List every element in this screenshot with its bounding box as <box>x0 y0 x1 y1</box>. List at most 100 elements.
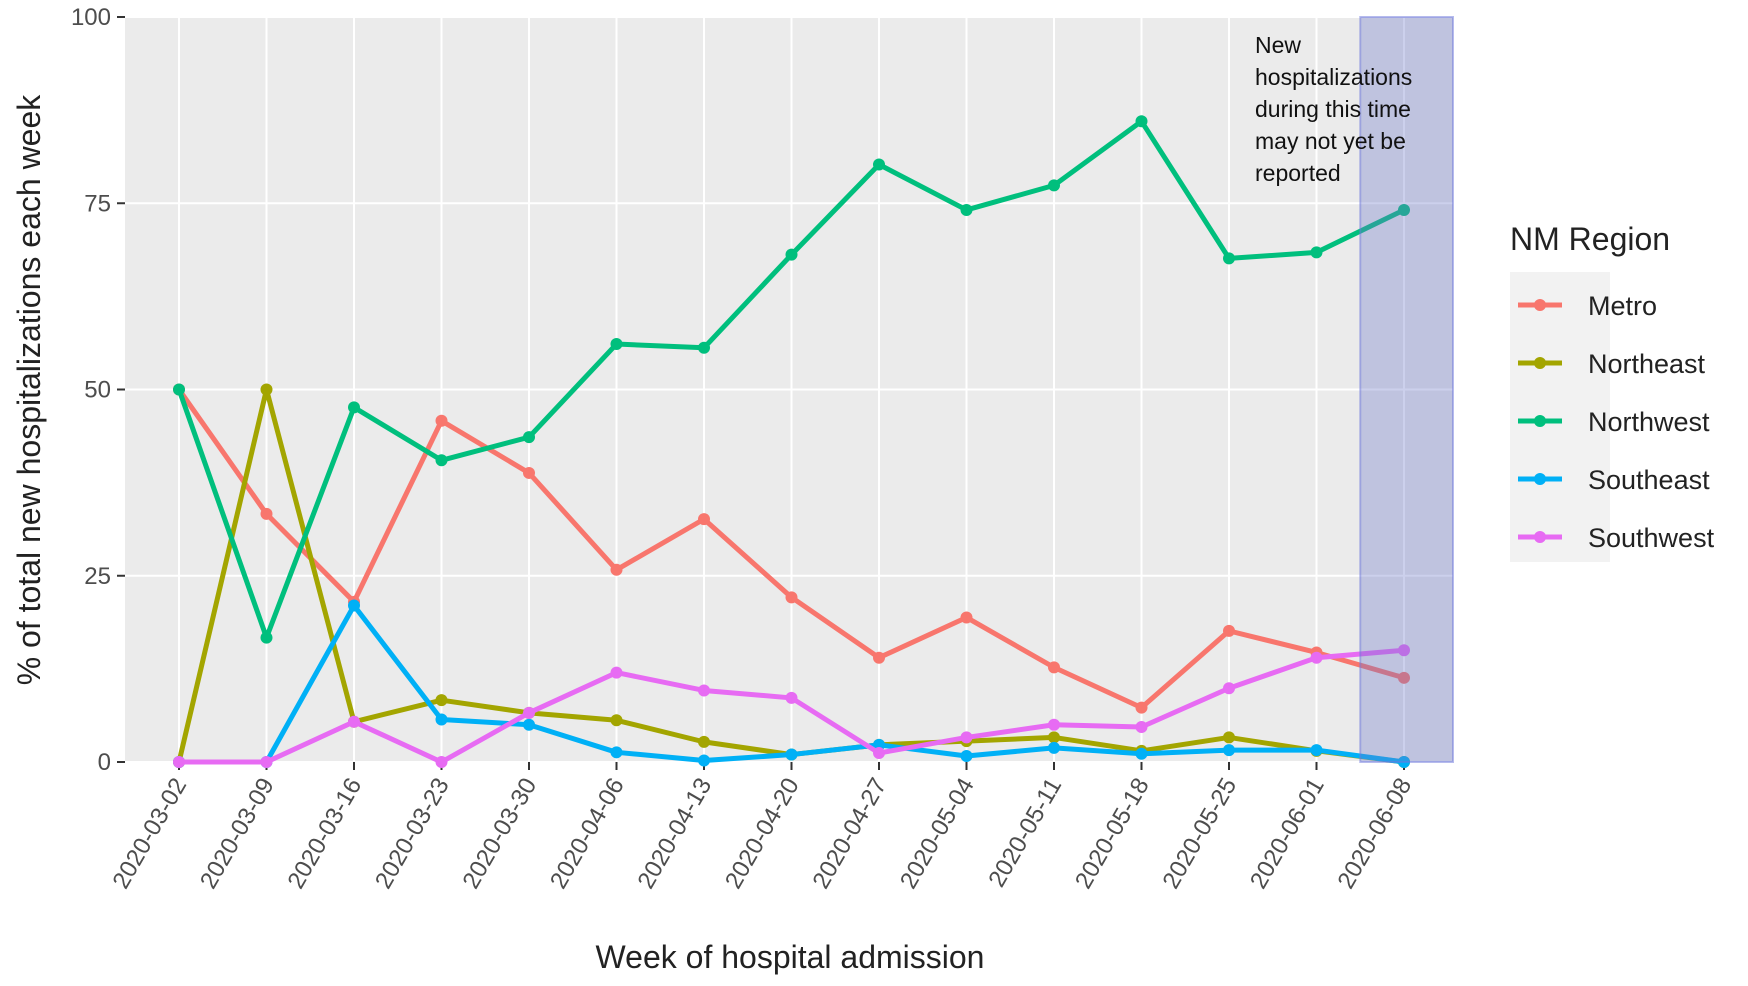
annotation: may not yet be <box>1255 128 1406 154</box>
data-point <box>435 713 448 726</box>
x-tick-label: 2020-04-27 <box>807 774 892 894</box>
legend-swatch-point <box>1534 357 1546 369</box>
data-point <box>698 754 710 767</box>
data-point <box>960 203 973 216</box>
data-point <box>785 748 798 761</box>
data-point <box>873 747 885 760</box>
data-point <box>348 715 360 728</box>
data-point <box>523 466 535 479</box>
data-point <box>698 341 710 354</box>
legend-label: Northwest <box>1588 407 1710 437</box>
annotation: during this time <box>1255 96 1411 122</box>
data-point <box>785 248 798 261</box>
legend-background <box>1510 272 1610 562</box>
data-point <box>348 401 360 414</box>
x-tick-label: 2020-04-20 <box>720 774 805 894</box>
x-tick-label: 2020-05-04 <box>895 774 980 894</box>
data-point <box>1398 203 1410 216</box>
x-tick-label: 2020-06-08 <box>1332 774 1417 894</box>
data-point <box>1310 246 1323 259</box>
data-point <box>1223 252 1235 265</box>
data-point <box>1398 671 1410 684</box>
legend-label: Southeast <box>1588 465 1710 495</box>
data-point <box>610 563 623 576</box>
y-tick-label: 50 <box>84 377 111 404</box>
data-point <box>1310 744 1323 757</box>
legend-title: NM Region <box>1510 221 1670 257</box>
legend-label: Southwest <box>1588 523 1715 553</box>
y-tick-label: 75 <box>84 190 111 217</box>
data-point <box>435 694 448 707</box>
annotation: reported <box>1255 160 1341 186</box>
data-point <box>873 158 885 171</box>
data-point <box>1223 682 1235 695</box>
data-point <box>1310 651 1323 664</box>
data-point <box>960 750 973 763</box>
data-point <box>610 714 623 727</box>
data-point <box>1223 624 1235 637</box>
x-tick-label: 2020-03-23 <box>370 774 455 894</box>
data-point <box>1048 179 1060 192</box>
data-point <box>1048 718 1060 731</box>
x-tick-label: 2020-03-09 <box>195 774 280 894</box>
data-point <box>435 454 448 467</box>
y-tick-label: 100 <box>71 4 111 31</box>
data-point <box>1223 731 1235 744</box>
data-point <box>1398 644 1410 657</box>
y-axis-label: % of total new hospitalizations each wee… <box>11 94 47 686</box>
data-point <box>610 338 623 351</box>
legend-swatch-point <box>1534 299 1546 311</box>
data-point <box>1223 744 1235 757</box>
data-point <box>1135 115 1148 128</box>
data-point <box>260 507 273 520</box>
y-tick-label: 0 <box>98 749 111 776</box>
data-point <box>173 756 185 768</box>
data-point <box>1135 701 1148 714</box>
data-point <box>873 651 885 664</box>
x-tick-label: 2020-05-11 <box>983 774 1067 892</box>
shaded-region <box>1359 16 1454 763</box>
data-point <box>435 756 448 768</box>
data-point <box>260 631 273 644</box>
x-axis-label: Week of hospital admission <box>596 939 985 975</box>
data-point <box>435 414 448 427</box>
data-point <box>1048 731 1060 744</box>
legend-label: Metro <box>1588 291 1657 321</box>
data-point <box>785 691 798 704</box>
x-tick-label: 2020-05-25 <box>1157 774 1242 894</box>
data-point <box>610 666 623 679</box>
x-tick-label: 2020-03-16 <box>282 774 367 894</box>
data-point <box>348 599 360 612</box>
data-point <box>523 706 535 719</box>
data-point <box>1048 661 1060 674</box>
data-point <box>173 383 185 396</box>
data-point <box>698 684 710 697</box>
x-tick-label: 2020-05-18 <box>1070 774 1155 894</box>
annotation: New <box>1255 32 1301 58</box>
data-point <box>1048 741 1060 754</box>
y-tick-label: 25 <box>84 563 111 590</box>
x-tick-label: 2020-04-06 <box>545 774 630 894</box>
x-tick-label: 2020-06-01 <box>1245 774 1330 894</box>
legend-swatch-point <box>1534 531 1546 543</box>
annotation: hospitalizations <box>1255 64 1412 90</box>
x-tick-label: 2020-03-02 <box>107 774 192 894</box>
data-point <box>1135 747 1148 760</box>
data-point <box>610 746 623 759</box>
data-point <box>960 611 973 624</box>
data-point <box>523 431 535 444</box>
data-point <box>1135 720 1148 733</box>
data-point <box>523 718 535 731</box>
legend-swatch-point <box>1534 415 1546 427</box>
x-tick-label: 2020-04-13 <box>632 774 717 894</box>
legend-swatch-point <box>1534 473 1546 485</box>
data-point <box>260 756 273 768</box>
x-tick-label: 2020-03-30 <box>457 774 542 894</box>
legend-label: Northeast <box>1588 349 1706 379</box>
data-point <box>785 591 798 604</box>
data-point <box>698 735 710 748</box>
data-point <box>698 513 710 526</box>
data-point <box>260 383 273 396</box>
data-point <box>960 731 973 744</box>
